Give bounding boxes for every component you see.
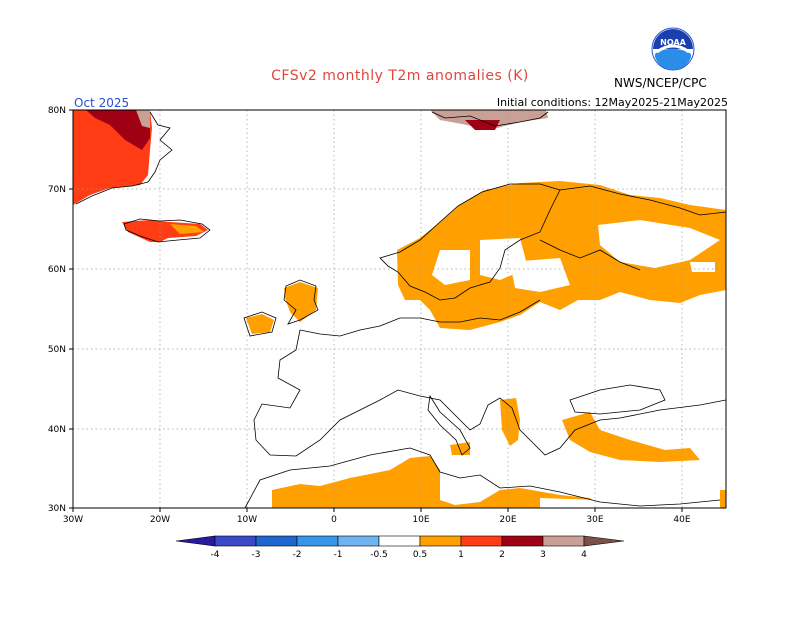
colorbar-label: 2: [499, 550, 505, 560]
lat-tick-label: 40N: [48, 425, 66, 435]
lon-tick-label: 20E: [499, 515, 516, 525]
lon-tick-label: 30W: [63, 515, 83, 525]
lon-tick-label: 0: [331, 515, 337, 525]
lon-tick-label: 40E: [673, 515, 690, 525]
map-frame: [72, 109, 727, 509]
colorbar-label: -3: [252, 550, 261, 560]
svg-text:NOAA: NOAA: [660, 38, 686, 47]
tick-marks: [69, 109, 683, 512]
noaa-logo-icon: NOAA: [651, 27, 695, 71]
lat-tick-label: 50N: [48, 345, 66, 355]
agency-label: NWS/NCEP/CPC: [614, 76, 707, 90]
lat-tick-label: 60N: [48, 265, 66, 275]
lon-tick-label: 10W: [237, 515, 257, 525]
coastlines: [75, 111, 727, 509]
lon-tick-label: 30E: [586, 515, 603, 525]
lat-tick-label: 70N: [48, 185, 66, 195]
map-title: CFSv2 monthly T2m anomalies (K): [271, 68, 529, 84]
colorbar-label: 0.5: [413, 550, 427, 560]
colorbar-label: 1: [458, 550, 464, 560]
colorbar-label: 3: [540, 550, 546, 560]
colorbar-label: -0.5: [370, 550, 388, 560]
colorbar-label: -4: [211, 550, 220, 560]
lon-tick-label: 10E: [412, 515, 429, 525]
graticule: [73, 110, 726, 508]
forecast-month: Oct 2025: [74, 96, 130, 110]
lat-tick-label: 30N: [48, 504, 66, 514]
colorbar-label: 4: [581, 550, 587, 560]
colorbar-label: -2: [293, 550, 302, 560]
lat-tick-label: 80N: [48, 106, 66, 116]
colorbar-label: -1: [334, 550, 343, 560]
initial-conditions: Initial conditions: 12May2025-21May2025: [496, 96, 728, 109]
colorbar: [175, 535, 625, 547]
lon-tick-label: 20W: [150, 515, 170, 525]
anomaly-fields: [73, 110, 726, 508]
